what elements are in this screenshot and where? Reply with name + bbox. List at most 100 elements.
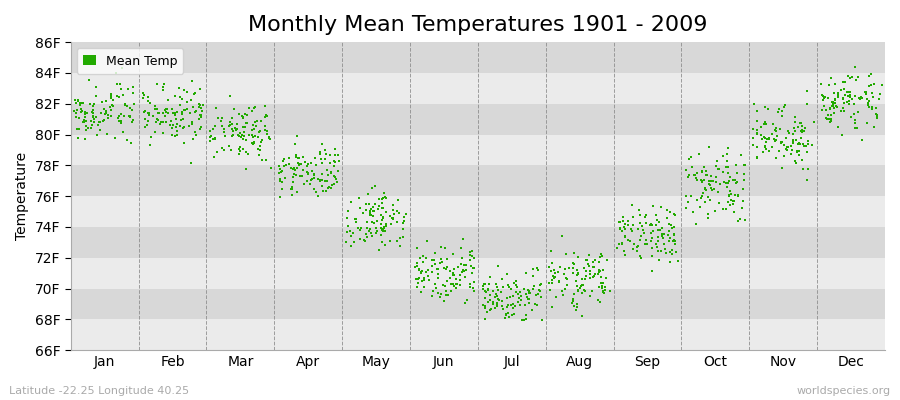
Point — [114, 118, 129, 124]
Point — [116, 92, 130, 98]
Point — [149, 116, 164, 122]
Point — [463, 284, 477, 290]
Point — [490, 293, 504, 299]
Point — [870, 113, 885, 119]
Point — [665, 247, 680, 254]
Point — [575, 313, 590, 320]
Point — [871, 96, 886, 103]
Point — [570, 283, 584, 290]
Point — [176, 116, 191, 122]
Point — [112, 94, 126, 100]
Point — [592, 299, 607, 305]
Point — [762, 134, 777, 141]
Point — [258, 127, 273, 134]
Point — [239, 112, 254, 118]
Point — [413, 270, 428, 276]
Point — [348, 216, 363, 222]
Point — [500, 311, 514, 318]
Point — [107, 135, 122, 142]
Point — [68, 97, 83, 103]
Point — [251, 146, 266, 152]
Point — [223, 92, 238, 99]
Point — [282, 155, 296, 162]
Point — [795, 156, 809, 163]
Point — [257, 103, 272, 109]
Point — [533, 288, 547, 295]
Point — [511, 295, 526, 302]
Point — [238, 148, 253, 155]
Point — [661, 232, 675, 238]
Point — [847, 111, 861, 118]
Point — [843, 94, 858, 100]
Point — [584, 288, 598, 294]
Point — [544, 260, 559, 266]
Point — [610, 244, 625, 251]
Point — [344, 199, 358, 206]
Point — [436, 265, 451, 272]
Point — [367, 183, 382, 189]
Point — [544, 280, 559, 286]
Point — [165, 132, 179, 138]
Point — [255, 136, 269, 143]
Point — [215, 122, 230, 129]
Point — [559, 251, 573, 257]
Point — [156, 119, 170, 125]
Point — [467, 279, 482, 285]
Point — [495, 276, 509, 282]
Point — [777, 152, 791, 159]
Point — [865, 104, 879, 110]
Bar — [71, 73, 885, 104]
Point — [708, 208, 723, 214]
Point — [800, 88, 814, 95]
Point — [358, 201, 373, 208]
Point — [699, 187, 714, 193]
Point — [747, 100, 761, 107]
Point — [206, 126, 220, 133]
Point — [768, 138, 782, 144]
Point — [245, 108, 259, 114]
Point — [870, 115, 885, 122]
Point — [446, 281, 460, 287]
Point — [377, 190, 392, 197]
Point — [663, 235, 678, 242]
Point — [74, 106, 88, 112]
Point — [831, 92, 845, 98]
Point — [688, 172, 702, 178]
Point — [235, 115, 249, 122]
Point — [595, 284, 609, 291]
Point — [463, 256, 477, 263]
Point — [583, 293, 598, 300]
Point — [546, 273, 561, 279]
Point — [273, 176, 287, 182]
Point — [428, 281, 442, 288]
Point — [290, 133, 304, 139]
Point — [206, 136, 220, 142]
Point — [93, 118, 107, 125]
Point — [353, 227, 367, 233]
Point — [303, 177, 318, 184]
Point — [368, 201, 382, 207]
Point — [233, 134, 248, 140]
Point — [498, 315, 512, 322]
Point — [322, 152, 337, 158]
Point — [826, 101, 841, 108]
Point — [180, 99, 194, 106]
Point — [529, 302, 544, 308]
Point — [653, 227, 668, 234]
Point — [464, 262, 478, 269]
Point — [84, 125, 98, 131]
Point — [467, 287, 482, 294]
Point — [526, 273, 540, 280]
Point — [842, 98, 856, 104]
Point — [183, 110, 197, 116]
Point — [258, 156, 273, 163]
Point — [254, 118, 268, 124]
Point — [774, 140, 788, 146]
Point — [285, 179, 300, 186]
Point — [251, 152, 266, 158]
Point — [364, 212, 378, 218]
Text: Latitude -22.25 Longitude 40.25: Latitude -22.25 Longitude 40.25 — [9, 386, 189, 396]
Point — [114, 120, 129, 126]
Point — [434, 290, 448, 297]
Bar — [71, 258, 885, 288]
